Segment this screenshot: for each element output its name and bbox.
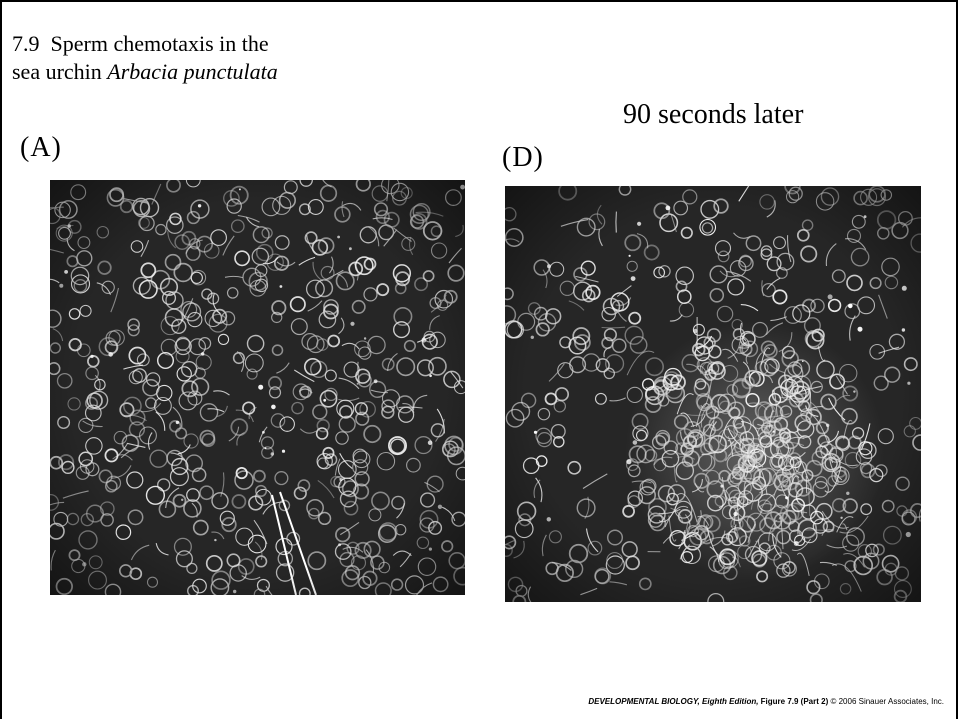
footer-credit: DEVELOPMENTAL BIOLOGY, Eighth Edition, F… xyxy=(588,697,944,706)
micrograph-d-image xyxy=(505,186,921,602)
figure-title-line1: Sperm chemotaxis in the xyxy=(50,31,269,56)
footer-figure: Figure 7.9 (Part 2) xyxy=(760,697,829,706)
panel-a-label: (A) xyxy=(20,132,62,163)
panel-d-label: (D) xyxy=(502,142,544,173)
panel-d-caption: 90 seconds later xyxy=(623,99,804,130)
micrograph-a xyxy=(50,180,465,595)
figure-title-line2-prefix: sea urchin xyxy=(12,59,108,84)
species-name: Arbacia punctulata xyxy=(107,59,278,84)
figure-title: 7.9 Sperm chemotaxis in the sea urchin A… xyxy=(12,30,278,86)
footer-copyright: © 2006 Sinauer Associates, Inc. xyxy=(830,697,944,706)
micrograph-d xyxy=(505,186,921,602)
footer-book: DEVELOPMENTAL BIOLOGY, Eighth Edition, xyxy=(588,697,759,706)
micrograph-a-image xyxy=(50,180,465,595)
figure-number: 7.9 xyxy=(12,31,40,56)
